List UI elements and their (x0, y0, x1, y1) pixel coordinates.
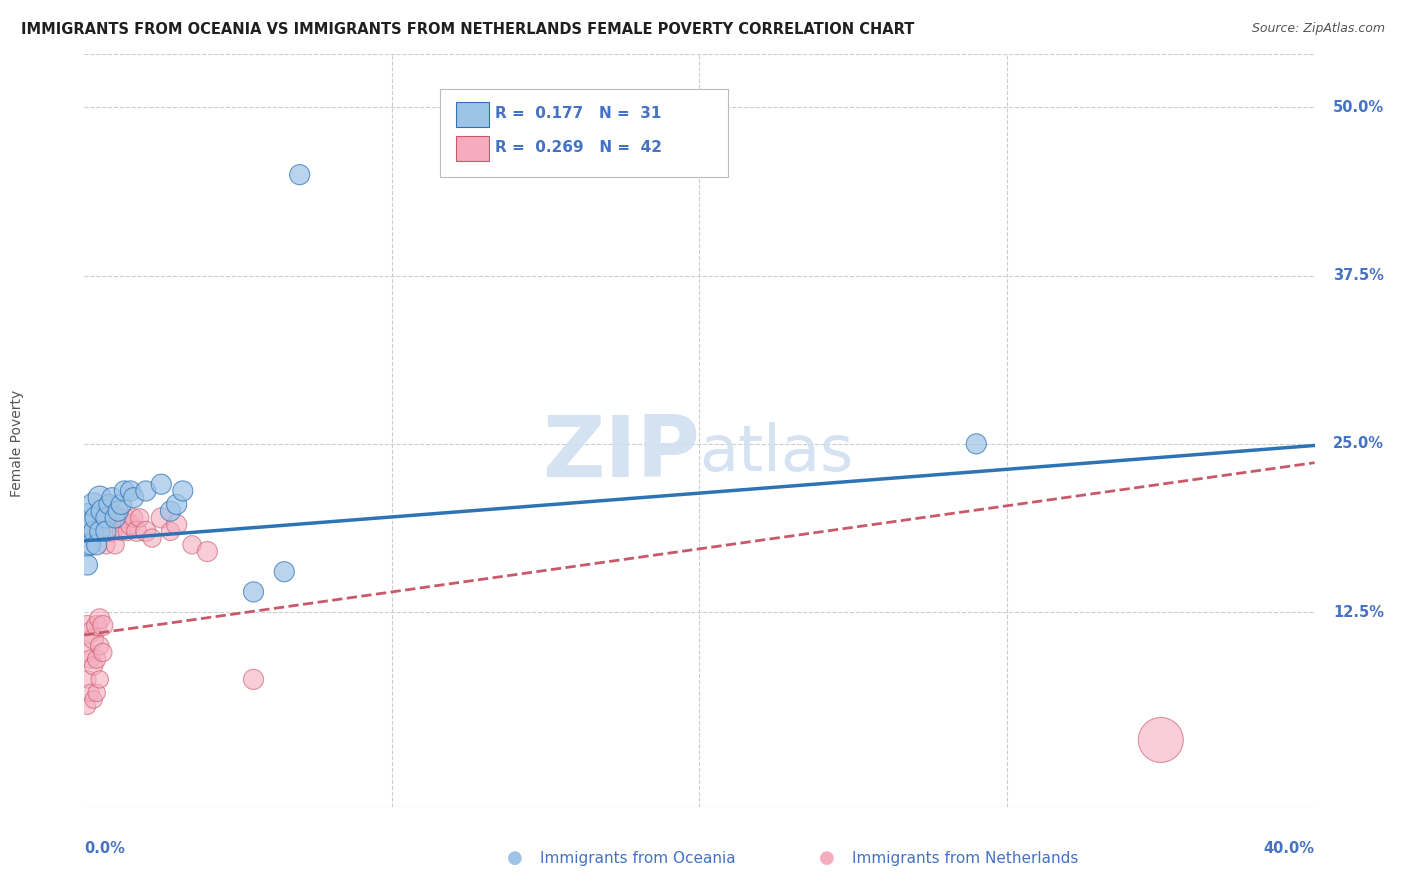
Point (79, 625, 101, 640)
Point (98, 497, 120, 511)
Text: 12.5%: 12.5% (1333, 605, 1384, 620)
Point (107, 511, 129, 525)
Point (150, 477, 173, 491)
Point (273, 565, 295, 579)
Point (86, 618, 108, 632)
Text: 50.0%: 50.0% (1333, 100, 1384, 115)
Point (83, 692, 105, 706)
Point (89, 612, 111, 626)
Point (94, 524, 117, 539)
Point (89, 673, 111, 687)
Point (104, 511, 127, 525)
Point (120, 517, 142, 532)
Point (141, 531, 163, 545)
Text: ●: ● (818, 849, 835, 867)
Text: R =  0.177   N =  31: R = 0.177 N = 31 (495, 106, 661, 120)
Text: 0.0%: 0.0% (84, 841, 125, 856)
Point (242, 585, 264, 599)
Point (76, 558, 98, 572)
Text: Source: ZipAtlas.com: Source: ZipAtlas.com (1251, 22, 1385, 36)
Text: R =  0.269   N =  42: R = 0.269 N = 42 (495, 140, 662, 154)
Point (79, 517, 101, 532)
Point (110, 497, 132, 511)
Point (112, 511, 135, 525)
Point (83, 524, 105, 539)
Point (159, 504, 181, 518)
Text: ZIP: ZIP (541, 411, 700, 494)
Point (94, 511, 117, 525)
Point (166, 517, 188, 532)
Point (86, 538, 108, 552)
Point (76, 618, 98, 632)
Point (166, 497, 188, 511)
Point (242, 673, 264, 687)
Point (125, 524, 148, 539)
Point (965, 437, 987, 451)
Point (79, 686, 101, 700)
Point (107, 504, 129, 518)
Point (76, 699, 98, 714)
Point (112, 483, 135, 498)
Point (79, 652, 101, 666)
Point (83, 497, 105, 511)
Point (83, 659, 105, 673)
Point (86, 686, 108, 700)
Text: IMMIGRANTS FROM OCEANIA VS IMMIGRANTS FROM NETHERLANDS FEMALE POVERTY CORRELATIO: IMMIGRANTS FROM OCEANIA VS IMMIGRANTS FR… (21, 22, 914, 37)
Point (98, 497, 120, 511)
Point (91, 645, 114, 659)
Point (76, 645, 98, 659)
Point (86, 511, 108, 525)
Point (104, 538, 127, 552)
Point (89, 639, 111, 653)
Point (150, 511, 173, 525)
Point (89, 524, 111, 539)
Point (86, 652, 108, 666)
Point (76, 538, 98, 552)
Point (122, 491, 145, 505)
Point (91, 618, 114, 632)
Text: 40.0%: 40.0% (1264, 841, 1315, 856)
Point (172, 483, 194, 498)
Point (120, 483, 142, 498)
Point (122, 511, 145, 525)
Text: 37.5%: 37.5% (1333, 268, 1384, 283)
Text: 25.0%: 25.0% (1333, 436, 1384, 451)
Point (101, 491, 124, 505)
Text: ●: ● (506, 849, 523, 867)
Point (135, 483, 157, 498)
Point (117, 524, 139, 539)
Point (159, 524, 181, 539)
Point (94, 511, 117, 525)
Point (83, 632, 105, 646)
Point (91, 504, 114, 518)
Text: Immigrants from Netherlands: Immigrants from Netherlands (852, 851, 1078, 865)
Point (110, 524, 132, 539)
Point (79, 538, 101, 552)
Point (135, 524, 157, 539)
Point (94, 538, 117, 552)
Point (1150, 733, 1173, 747)
Point (76, 673, 98, 687)
Point (128, 511, 150, 525)
Point (288, 168, 311, 182)
Text: Immigrants from Oceania: Immigrants from Oceania (540, 851, 735, 865)
Point (98, 511, 120, 525)
Point (181, 538, 204, 552)
Text: Female Poverty: Female Poverty (10, 390, 24, 498)
Point (104, 511, 127, 525)
Point (76, 511, 98, 525)
Point (89, 491, 111, 505)
Text: atlas: atlas (700, 422, 853, 484)
Point (197, 544, 219, 558)
Point (101, 524, 124, 539)
